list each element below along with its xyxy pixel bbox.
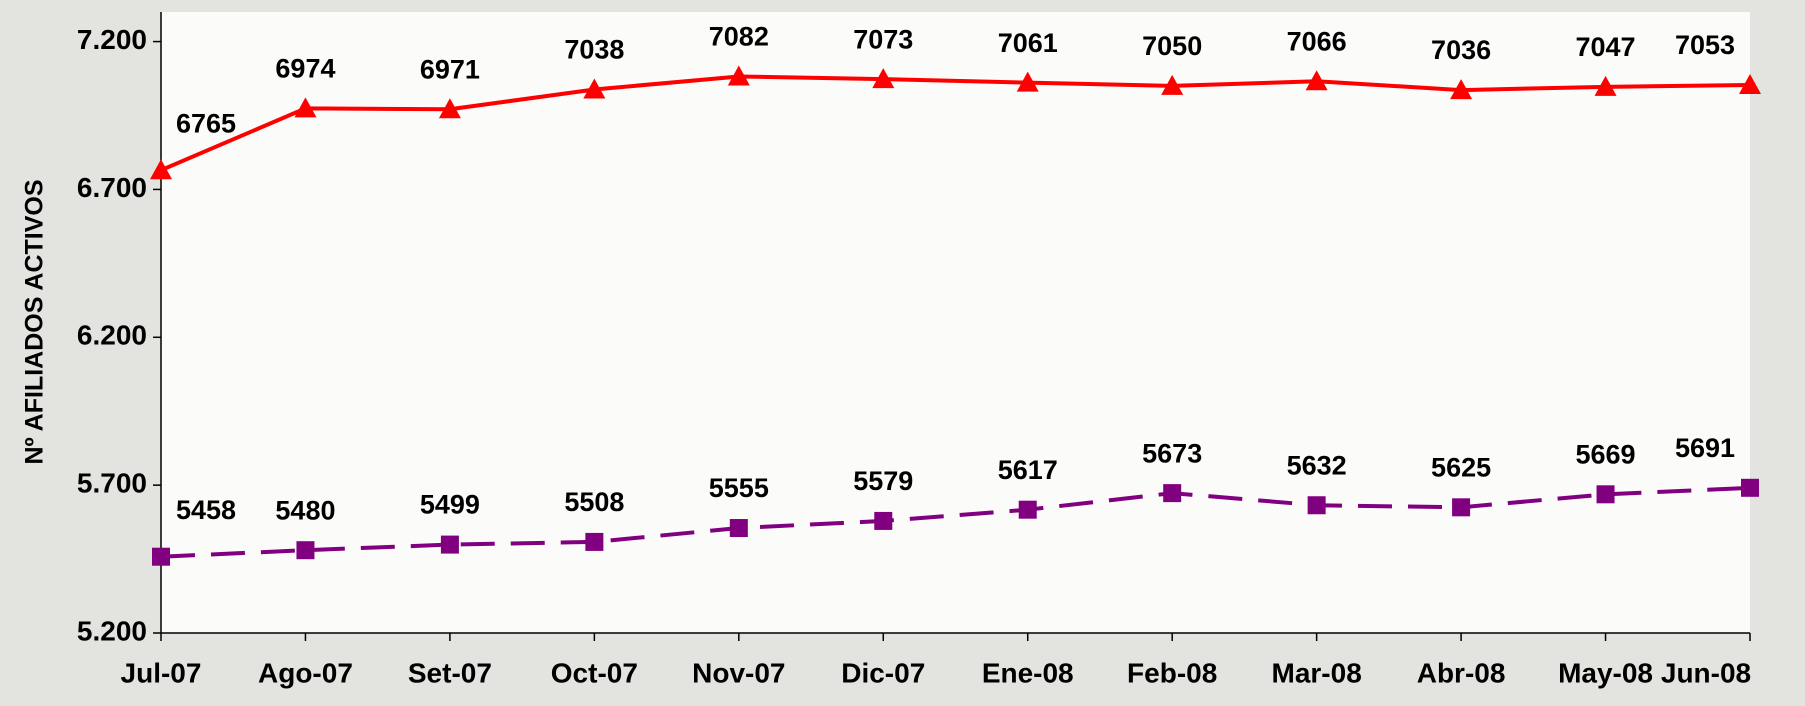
data-label: 7050 [1142,31,1202,61]
data-label: 5625 [1431,452,1491,482]
marker [729,519,748,538]
data-label: 5673 [1142,438,1202,468]
x-tick-label: Nov-07 [692,657,785,688]
y-tick-label: 7.200 [77,24,147,55]
marker [294,97,317,118]
data-label: 5691 [1675,433,1735,463]
x-tick-label: Feb-08 [1127,657,1217,688]
data-label: 6974 [275,54,335,84]
data-label: 5458 [176,495,236,525]
marker [1741,478,1759,497]
data-label: 5499 [420,490,480,520]
data-label: 6765 [176,108,236,138]
data-label: 5579 [853,466,913,496]
x-tick-label: Ago-07 [258,657,353,688]
data-label: 5480 [275,495,335,525]
x-tick-label: Abr-08 [1417,657,1506,688]
x-tick-label: Jun-08 [1661,657,1751,688]
x-tick-label: Oct-07 [551,657,638,688]
y-tick-label: 5.200 [77,615,147,646]
marker [1594,75,1617,96]
marker [296,541,315,560]
marker [585,532,604,551]
marker [1452,498,1471,517]
marker [1016,71,1039,92]
marker [150,159,172,180]
marker [152,547,170,566]
marker [727,65,750,86]
data-label: 7047 [1576,32,1636,62]
marker [1163,484,1182,503]
x-tick-label: Ene-08 [982,657,1074,688]
marker [438,98,461,119]
x-tick-label: May-08 [1558,657,1653,688]
x-tick-label: Dic-07 [841,657,925,688]
data-label: 7038 [564,35,624,65]
marker [874,511,893,530]
data-label: 5669 [1576,439,1636,469]
data-label: 5508 [564,487,624,517]
marker [583,78,606,99]
marker [872,68,895,89]
marker [1161,74,1184,95]
series-line [160,74,1751,173]
x-tick-label: Jul-07 [121,657,202,688]
data-label: 7066 [1287,26,1347,56]
marker [1018,500,1037,519]
data-label: 6971 [420,54,480,84]
y-tick-label: 6.200 [77,320,147,351]
series-line [160,485,1751,559]
data-label: 5555 [709,473,769,503]
marker [1739,74,1761,95]
data-label: 5632 [1287,450,1347,480]
y-tick-label: 5.700 [77,468,147,499]
marker [1307,496,1326,515]
data-label: 7073 [853,24,913,54]
marker [1450,79,1473,100]
marker [1596,485,1615,504]
y-axis-title: Nº AFILIADOS ACTIVOS [21,179,49,464]
x-tick-label: Mar-08 [1272,657,1362,688]
marker [1305,70,1328,91]
x-tick-label: Set-07 [408,657,492,688]
data-label: 7053 [1675,30,1735,60]
marker [440,535,459,554]
plot-area [161,12,1750,633]
data-label: 5617 [998,455,1058,485]
data-label: 7061 [998,28,1058,58]
y-tick-label: 6.700 [77,172,147,203]
data-label: 7082 [709,22,769,52]
data-label: 7036 [1431,35,1491,65]
